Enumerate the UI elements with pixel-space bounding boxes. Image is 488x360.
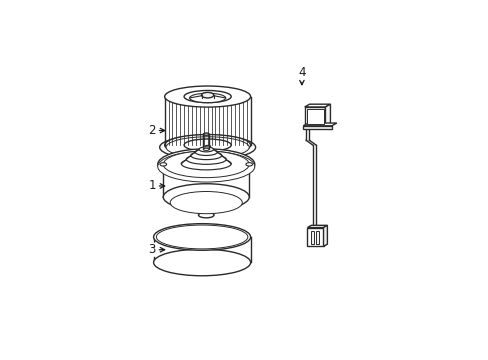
Ellipse shape [183, 139, 231, 151]
Ellipse shape [163, 184, 249, 210]
Bar [315, 231, 318, 244]
Ellipse shape [203, 148, 208, 150]
Ellipse shape [195, 149, 217, 156]
Polygon shape [303, 123, 336, 126]
Bar [306, 109, 323, 124]
Ellipse shape [199, 147, 213, 152]
Ellipse shape [204, 145, 210, 148]
Ellipse shape [201, 93, 213, 98]
Ellipse shape [158, 149, 254, 180]
Ellipse shape [203, 133, 208, 135]
Ellipse shape [186, 154, 226, 164]
Ellipse shape [160, 163, 166, 166]
Ellipse shape [189, 93, 225, 103]
Ellipse shape [153, 224, 250, 250]
Ellipse shape [183, 90, 231, 103]
Text: 3: 3 [148, 243, 164, 256]
Bar [307, 228, 323, 246]
Polygon shape [323, 225, 327, 246]
Ellipse shape [160, 135, 255, 159]
Ellipse shape [190, 151, 222, 159]
Ellipse shape [163, 151, 249, 177]
Ellipse shape [166, 137, 249, 158]
Ellipse shape [181, 158, 231, 170]
Text: 2: 2 [148, 124, 164, 137]
Ellipse shape [164, 135, 250, 156]
Polygon shape [325, 104, 330, 126]
Ellipse shape [153, 249, 250, 276]
Ellipse shape [164, 86, 250, 107]
Text: 1: 1 [148, 179, 164, 193]
Ellipse shape [156, 225, 247, 249]
Bar [303, 126, 331, 129]
Bar [304, 107, 325, 126]
Ellipse shape [198, 212, 214, 218]
Bar [310, 231, 313, 244]
Polygon shape [307, 225, 327, 228]
Ellipse shape [170, 192, 242, 214]
Text: 4: 4 [298, 66, 305, 85]
Polygon shape [304, 104, 330, 107]
Ellipse shape [158, 151, 254, 182]
Ellipse shape [245, 163, 252, 166]
